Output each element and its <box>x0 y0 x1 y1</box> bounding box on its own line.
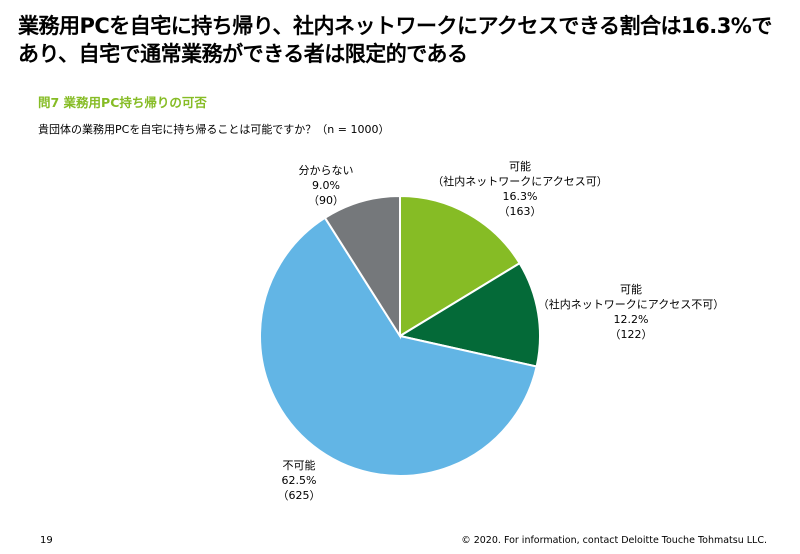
survey-question: 貴団体の業務用PCを自宅に持ち帰ることは可能ですか？（n = 1000） <box>38 123 390 136</box>
slice-label-unknown: 分からない 9.0% （90） <box>286 163 366 208</box>
pie-slice-possible-no-access <box>397 261 541 368</box>
page-number: 19 <box>40 535 53 546</box>
copyright-text: © 2020. For information, contact Deloitt… <box>461 535 767 546</box>
pie-slice-unknown <box>323 194 401 340</box>
pie-slice-possible-access <box>399 194 521 338</box>
pie-slice-impossible <box>259 216 538 477</box>
slice-label-title: 分からない <box>298 164 354 177</box>
slice-label-percent: 12.2% <box>613 313 649 326</box>
chart-subtitle: 問7 業務用PC持ち帰りの可否 <box>38 95 207 110</box>
slice-label-percent: 62.5% <box>281 474 317 487</box>
slice-label-sub: （社内ネットワークにアクセス不可） <box>537 298 725 311</box>
slice-label-count: （122） <box>609 328 653 341</box>
slice-label-sub: （社内ネットワークにアクセス可） <box>432 175 608 188</box>
slice-label-count: （625） <box>277 489 321 502</box>
slice-label-possible-no-access: 可能 （社内ネットワークにアクセス不可） 12.2% （122） <box>533 282 729 342</box>
slice-label-count: （90） <box>308 194 344 207</box>
slice-label-possible-access: 可能 （社内ネットワークにアクセス可） 16.3% （163） <box>430 159 610 219</box>
slice-label-percent: 9.0% <box>312 179 340 192</box>
slice-label-title: 可能 <box>509 160 531 173</box>
slice-label-impossible: 不可能 62.5% （625） <box>262 458 336 503</box>
slice-label-percent: 16.3% <box>502 190 538 203</box>
slice-label-count: （163） <box>498 205 542 218</box>
slice-label-title: 不可能 <box>282 459 316 472</box>
page-title: 業務用PCを自宅に持ち帰り、社内ネットワークにアクセスできる割合は16.3%であ… <box>18 14 772 66</box>
slice-label-title: 可能 <box>620 283 642 296</box>
